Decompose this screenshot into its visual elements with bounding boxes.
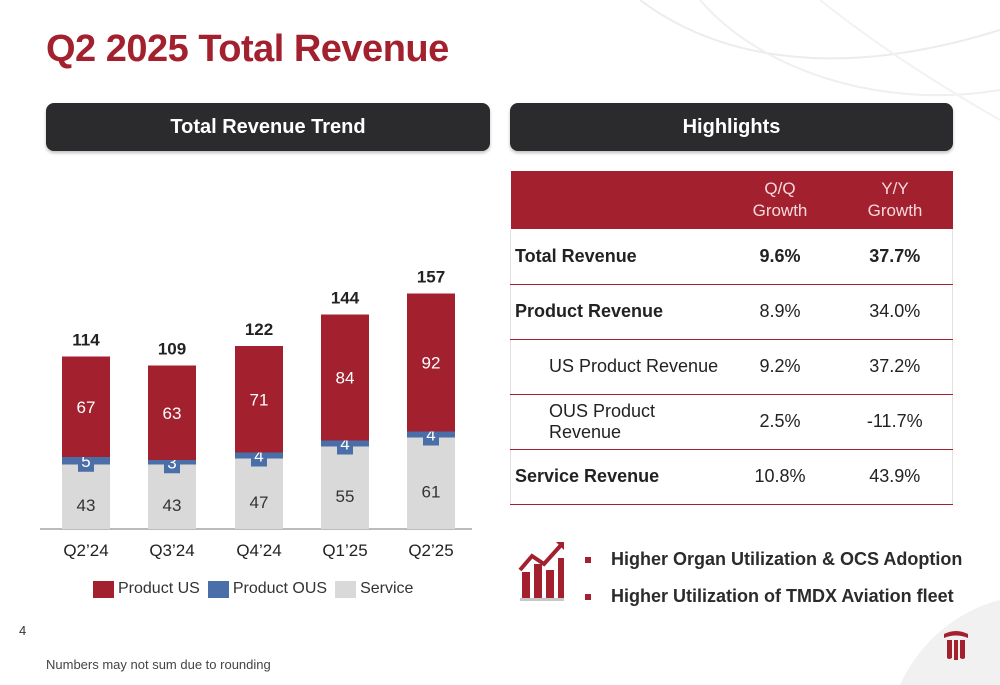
yy-value: 37.2%	[837, 339, 953, 395]
highlights-table: Q/Q Growth Y/Y Growth Total Revenue 9.6%…	[510, 171, 953, 505]
bar-product-us	[62, 356, 110, 457]
value-label-product-us: 63	[163, 404, 182, 423]
yy-value: 34.0%	[837, 284, 953, 340]
qq-value: 10.8%	[722, 449, 838, 505]
header-yy-growth: Y/Y Growth	[837, 171, 953, 229]
value-label-product-ous: 5	[81, 452, 90, 471]
row-label: Service Revenue	[510, 449, 723, 505]
chart-legend: Product US Product OUS Service	[93, 580, 421, 598]
total-label: 144	[331, 289, 360, 308]
row-label: OUS Product Revenue	[510, 394, 723, 450]
page-number: 4	[19, 623, 27, 638]
row-label: Total Revenue	[510, 229, 723, 285]
total-label: 157	[417, 268, 445, 287]
value-label-product-ous: 4	[426, 426, 435, 445]
table-row-us-product-revenue: US Product Revenue 9.2% 37.2%	[510, 339, 953, 395]
row-label: Product Revenue	[510, 284, 723, 340]
highlight-bullets: Higher Organ Utilization & OCS Adoption …	[585, 541, 962, 615]
legend-swatch-product-us	[93, 580, 114, 598]
highlights-header: Highlights	[510, 103, 953, 151]
row-label: US Product Revenue	[510, 339, 723, 395]
yy-value: 37.7%	[837, 229, 953, 285]
value-label-service: 43	[77, 496, 96, 515]
company-logo	[944, 631, 968, 660]
value-label-service: 43	[163, 496, 182, 515]
legend-label-service: Service	[360, 580, 414, 597]
bar-product-us	[321, 314, 369, 441]
bar-service	[321, 446, 369, 529]
bullet-marker	[585, 556, 591, 563]
value-label-product-ous: 4	[340, 435, 349, 454]
total-label: 114	[72, 331, 100, 350]
bar-service	[62, 464, 110, 529]
value-label-product-us: 67	[77, 398, 96, 417]
table-row-product-revenue: Product Revenue 8.9% 34.0%	[510, 284, 953, 340]
total-label: 109	[158, 340, 186, 359]
value-label-service: 47	[250, 493, 269, 512]
highlights-header-row: Q/Q Growth Y/Y Growth	[510, 171, 953, 229]
bar-service	[148, 464, 196, 529]
legend-label-product-us: Product US	[118, 580, 200, 597]
qq-value: 8.9%	[722, 284, 838, 340]
legend-item-product-ous: Product OUS	[207, 580, 328, 598]
qq-value: 9.2%	[722, 339, 838, 395]
chart-growth-icon	[518, 542, 564, 601]
total-revenue-trend-header: Total Revenue Trend	[46, 103, 490, 151]
x-tick-label: Q4’24	[236, 541, 281, 560]
legend-item-service: Service	[335, 580, 413, 598]
header-blank	[510, 171, 723, 229]
value-label-product-us: 71	[250, 390, 269, 409]
x-tick-label: Q2’25	[408, 541, 453, 560]
bar-product-us	[407, 293, 455, 432]
value-label-service: 61	[422, 482, 441, 501]
bar-product-us	[235, 346, 283, 453]
qq-value: 2.5%	[722, 394, 838, 450]
bar-product-us	[148, 365, 196, 460]
header-qq-growth: Q/Q Growth	[722, 171, 838, 229]
value-label-product-ous: 4	[254, 447, 263, 466]
bullet-item: Higher Utilization of TMDX Aviation flee…	[585, 578, 962, 615]
yy-value: 43.9%	[837, 449, 953, 505]
table-row-service-revenue: Service Revenue 10.8% 43.9%	[510, 449, 953, 505]
total-label: 122	[245, 320, 273, 339]
bar-service	[407, 437, 455, 529]
bullet-text: Higher Organ Utilization & OCS Adoption	[611, 549, 963, 569]
x-tick-label: Q1’25	[322, 541, 367, 560]
revenue-stacked-bar-chart: 43 5 67 114 Q2’24 43 3 63 109 Q3’24 47 4 71 122 Q4’24 5…	[40, 268, 472, 560]
x-tick-label: Q3’24	[149, 541, 194, 560]
qq-value: 9.6%	[722, 229, 838, 285]
page-title: Q2 2025 Total Revenue	[46, 28, 449, 70]
bullet-item: Higher Organ Utilization & OCS Adoption	[585, 541, 962, 578]
value-label-product-us: 84	[336, 369, 355, 388]
bar-service	[235, 458, 283, 529]
legend-swatch-service	[335, 580, 357, 598]
value-label-service: 55	[336, 487, 355, 506]
footnote: Numbers may not sum due to rounding	[46, 657, 271, 672]
table-row-total-revenue: Total Revenue 9.6% 37.7%	[510, 229, 953, 285]
value-label-product-ous: 3	[167, 453, 176, 472]
legend-label-product-ous: Product OUS	[232, 580, 328, 597]
value-label-product-us: 92	[422, 354, 441, 373]
legend-item-product-us: Product US	[93, 580, 200, 598]
yy-value: -11.7%	[837, 394, 953, 450]
legend-swatch-product-ous	[207, 580, 229, 598]
x-tick-label: Q2’24	[63, 541, 108, 560]
bullet-marker	[585, 593, 591, 600]
table-row-ous-product-revenue: OUS Product Revenue 2.5% -11.7%	[510, 394, 953, 450]
bullet-text: Higher Utilization of TMDX Aviation flee…	[611, 586, 954, 606]
